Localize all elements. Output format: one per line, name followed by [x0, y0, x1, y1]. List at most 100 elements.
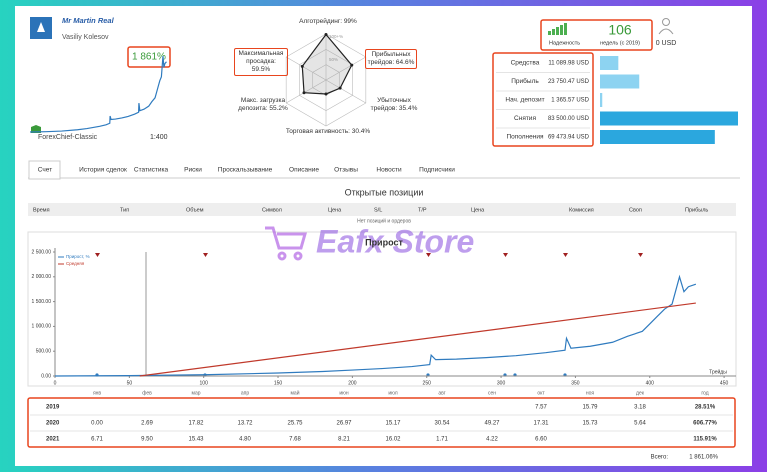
y-tick-label: 500.00 — [36, 349, 52, 355]
month-value: 7.68 — [289, 437, 301, 443]
highlight-box — [27, 397, 736, 448]
month-value: 15.17 — [385, 421, 401, 427]
series-line — [54, 274, 697, 377]
watermark: Eafx Store — [316, 223, 474, 259]
radar-scale: 100+% — [329, 34, 343, 39]
month-value: 3.18 — [634, 405, 646, 411]
month-value: 15.73 — [582, 421, 598, 427]
radar-point — [338, 86, 342, 90]
x-tick-label: 200 — [348, 380, 357, 386]
x-tick-label: 100 — [200, 380, 209, 386]
tab[interactable]: Риски — [184, 167, 202, 174]
month-value: 6.71 — [91, 437, 103, 443]
column-header: Тип — [120, 207, 129, 213]
highlight-box — [127, 46, 171, 68]
growth: 1 861% — [132, 52, 166, 63]
stat-bar — [600, 74, 640, 89]
month-value: 8.21 — [338, 437, 350, 443]
signal-bars — [548, 23, 567, 35]
month-header: янв — [93, 390, 101, 396]
month-value: 9.50 — [141, 437, 153, 443]
radar-label: Убыточных трейдов: 35.4% — [370, 97, 418, 112]
month-value: 17.82 — [188, 421, 204, 427]
x-axis-label: Трейды — [709, 368, 727, 375]
column-header: Комиссия — [569, 207, 594, 213]
empty-note: Нет позиций и ордеров — [357, 217, 411, 224]
month-header: окт — [537, 390, 545, 396]
year: 2021 — [46, 437, 60, 443]
column-header: Время — [33, 207, 50, 213]
column-header: Символ — [262, 207, 282, 213]
x-tick-label: 350 — [571, 380, 580, 386]
series-line — [139, 302, 696, 377]
y-tick-label: 1 000.00 — [32, 324, 52, 330]
tab[interactable]: Счет — [38, 167, 52, 174]
stat-label: Нач. депозит — [505, 97, 544, 104]
month-header: сен — [488, 390, 496, 396]
month-value: 13.72 — [237, 421, 253, 427]
stat-value: 1 365.57 USD — [551, 98, 589, 104]
radar-label: Алготрейдинг: 99% — [299, 18, 357, 25]
leverage: 1:400 — [150, 134, 168, 141]
radar-point — [324, 92, 328, 96]
x-tick-label: 150 — [274, 380, 283, 386]
x-tick-label: 250 — [423, 380, 432, 386]
highlight-box — [540, 19, 653, 51]
radar-point — [300, 64, 304, 68]
month-value: 4.80 — [239, 437, 251, 443]
month-value: 15.43 — [188, 437, 204, 443]
month-header: авг — [438, 390, 445, 396]
month-header: май — [290, 389, 299, 396]
subscribers: 0 USD — [656, 40, 677, 47]
month-header: фев — [142, 390, 152, 396]
weeks-label: недель (с 2019) — [600, 40, 640, 46]
total-label: Всего: — [651, 455, 669, 461]
tab[interactable]: Проскальзывание — [218, 167, 273, 174]
column-header: Своп — [629, 207, 642, 213]
column-header: Цена — [328, 207, 342, 213]
tab[interactable]: Отзывы — [334, 167, 358, 174]
month-value: 1.71 — [436, 437, 448, 443]
column-header: Цена — [471, 207, 485, 213]
stat-bar — [600, 111, 738, 126]
y-tick-label: 2 000.00 — [32, 274, 52, 280]
watermark-cart — [265, 226, 307, 261]
year: 2019 — [46, 405, 60, 411]
month-header: дек — [636, 390, 645, 396]
month-value: 7.57 — [535, 405, 547, 411]
year: 2020 — [46, 421, 60, 427]
month-value: 17.31 — [533, 421, 549, 427]
stat-bar — [600, 130, 715, 144]
trader-name: Mr Martin Real — [62, 16, 115, 25]
month-value: 2.69 — [141, 421, 153, 427]
column-header: Объем — [186, 207, 204, 213]
month-value: 30.54 — [434, 421, 450, 427]
month-header: июн — [339, 390, 349, 396]
month-value: 25.75 — [287, 421, 303, 427]
stat-value: 11 089.98 USD — [548, 61, 589, 67]
y-tick-label: 1 500.00 — [32, 299, 52, 305]
total: 1 861.06% — [689, 455, 718, 461]
broker: ForexChief-Classic — [38, 134, 98, 141]
tab[interactable]: Новости — [376, 167, 402, 174]
radar-label: Прибыльных трейдов: 64.6% — [365, 49, 417, 69]
radar-axis — [286, 79, 327, 104]
tab[interactable]: История сделок — [79, 167, 127, 174]
column-header: Прибыль — [685, 207, 708, 213]
radar-axis — [325, 79, 366, 104]
x-tick-label: 300 — [497, 380, 506, 386]
author: Vasiliy Kolesov — [62, 34, 109, 41]
radar-point — [302, 91, 306, 95]
tab[interactable]: Статистика — [134, 167, 169, 174]
tab[interactable]: Подписчики — [419, 167, 455, 174]
broker-icon — [31, 125, 41, 133]
radar-label: Макс. загрузка депозита: 55.2% — [238, 97, 288, 112]
tab[interactable]: Описание — [289, 167, 319, 174]
stat-bar — [600, 56, 619, 70]
radar-label: Максимальная просадка: 59.5% — [234, 48, 288, 76]
month-header: год — [701, 390, 708, 396]
mini-chart — [29, 55, 167, 133]
radar-point — [324, 32, 328, 36]
